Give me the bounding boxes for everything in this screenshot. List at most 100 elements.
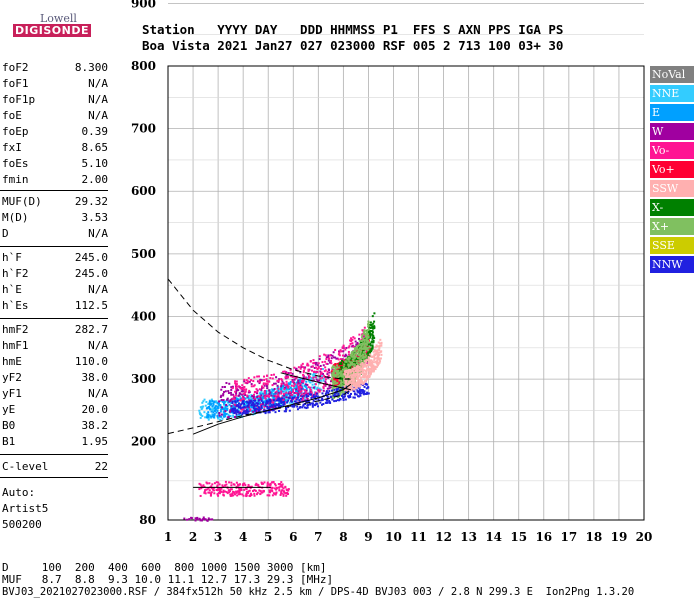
echo-point-ssw — [378, 349, 381, 352]
echo-point-es — [245, 490, 248, 493]
echo-point-x+ — [341, 374, 344, 377]
echo-point-w — [221, 406, 224, 409]
echo-point-vo- — [280, 390, 283, 393]
echo-point-vo- — [317, 365, 320, 368]
echo-point-vo- — [324, 360, 327, 363]
param-row-b1: B1 1.95 — [2, 434, 108, 449]
echo-point-vo- — [277, 379, 280, 382]
echo-point-x+ — [346, 381, 349, 384]
echo-point-x- — [373, 312, 376, 315]
echo-point-vo+ — [337, 382, 340, 385]
echo-point-nnw — [278, 397, 281, 400]
echo-point-vo+ — [340, 369, 343, 372]
echo-point-vo- — [233, 403, 236, 406]
echo-point-vo- — [240, 398, 243, 401]
echo-point-e — [212, 411, 215, 414]
echo-point-w — [327, 355, 330, 358]
echo-point-nnw — [315, 392, 318, 395]
echo-point-ssw — [364, 360, 367, 363]
echo-point-e — [208, 401, 211, 404]
echo-point-nnw — [293, 396, 296, 399]
trace-profile-lower — [167, 389, 352, 435]
param-name: D — [2, 227, 9, 240]
echo-point-ssw — [347, 371, 350, 374]
echo-point-nne — [232, 415, 235, 418]
echo-point-x+ — [342, 368, 345, 371]
echo-point-w — [331, 354, 334, 357]
echo-point-es-low — [194, 519, 197, 522]
echo-point-nne — [239, 413, 242, 416]
echo-point-x+ — [366, 340, 369, 343]
echo-point-ssw — [378, 351, 381, 354]
echo-point-es — [198, 488, 201, 491]
echo-point-nne — [226, 401, 229, 404]
echo-point-nnw — [241, 413, 244, 416]
echo-point-x+ — [347, 363, 350, 366]
param-name: fmin — [2, 173, 29, 186]
echo-point-nne — [221, 417, 224, 420]
param-name: foE — [2, 109, 22, 122]
echo-point-ssw — [345, 376, 348, 379]
echo-point-vo- — [283, 393, 286, 396]
param-value: 5.10 — [81, 157, 109, 170]
echo-point-nne — [256, 400, 259, 403]
echo-point-nnw — [344, 398, 347, 401]
echo-point-es — [218, 488, 221, 491]
echo-point-vo- — [306, 362, 309, 365]
echo-point-x+ — [362, 361, 365, 364]
echo-point-nnw — [317, 405, 320, 408]
echo-point-e — [221, 407, 224, 410]
echo-point-x- — [370, 347, 373, 350]
echo-point-es — [207, 491, 210, 494]
echo-point-x- — [344, 364, 347, 367]
echo-point-x+ — [340, 379, 343, 382]
echo-point-x+ — [360, 344, 363, 347]
echo-point-w — [227, 390, 230, 393]
echo-point-nnw — [303, 403, 306, 406]
echo-point-nnw — [252, 399, 255, 402]
echo-point-x+ — [348, 360, 351, 363]
echo-point-vo+ — [336, 362, 339, 365]
echo-point-x+ — [331, 395, 334, 398]
echo-point-x+ — [358, 339, 361, 342]
echo-point-x+ — [365, 354, 368, 357]
echo-point-w — [297, 389, 300, 392]
echo-point-es — [237, 484, 240, 487]
echo-point-ssw — [366, 376, 369, 379]
echo-point-w — [228, 382, 231, 385]
echo-point-nne — [320, 375, 323, 378]
echo-point-w — [332, 351, 335, 354]
echo-point-vo- — [265, 378, 268, 381]
echo-point-ssw — [356, 380, 359, 383]
echo-point-w — [268, 389, 271, 392]
echo-point-nnw — [342, 399, 345, 402]
echo-point-x+ — [336, 364, 339, 367]
echo-point-x+ — [339, 374, 342, 377]
echo-point-x+ — [358, 349, 361, 352]
echo-point-nne — [232, 414, 235, 417]
echo-point-nne — [210, 400, 213, 403]
echo-point-e — [224, 407, 227, 410]
echo-point-x+ — [335, 367, 338, 370]
header-values: Boa Vista 2021 Jan27 027 023000 RSF 005 … — [142, 38, 564, 53]
echo-point-w — [258, 382, 261, 385]
echo-point-ssw — [367, 363, 370, 366]
param-name: hmF2 — [2, 323, 29, 336]
echo-point-vo- — [324, 354, 327, 357]
echo-point-vo- — [235, 387, 238, 390]
echo-point-ssw — [356, 372, 359, 375]
echo-point-w — [283, 394, 286, 397]
echo-point-nnw — [353, 396, 356, 399]
echo-point-vo- — [264, 395, 267, 398]
echo-point-x+ — [362, 351, 365, 354]
echo-point-e — [270, 391, 273, 394]
echo-point-nnw — [363, 392, 366, 395]
echo-point-ssw — [349, 387, 352, 390]
echo-point-e — [289, 380, 292, 383]
echo-point-nne — [318, 376, 321, 379]
echo-point-vo+ — [338, 365, 341, 368]
echo-point-ssw — [373, 358, 376, 361]
echo-point-es-low — [202, 518, 205, 521]
echo-point-es — [271, 494, 274, 497]
echo-point-vo- — [263, 378, 266, 381]
